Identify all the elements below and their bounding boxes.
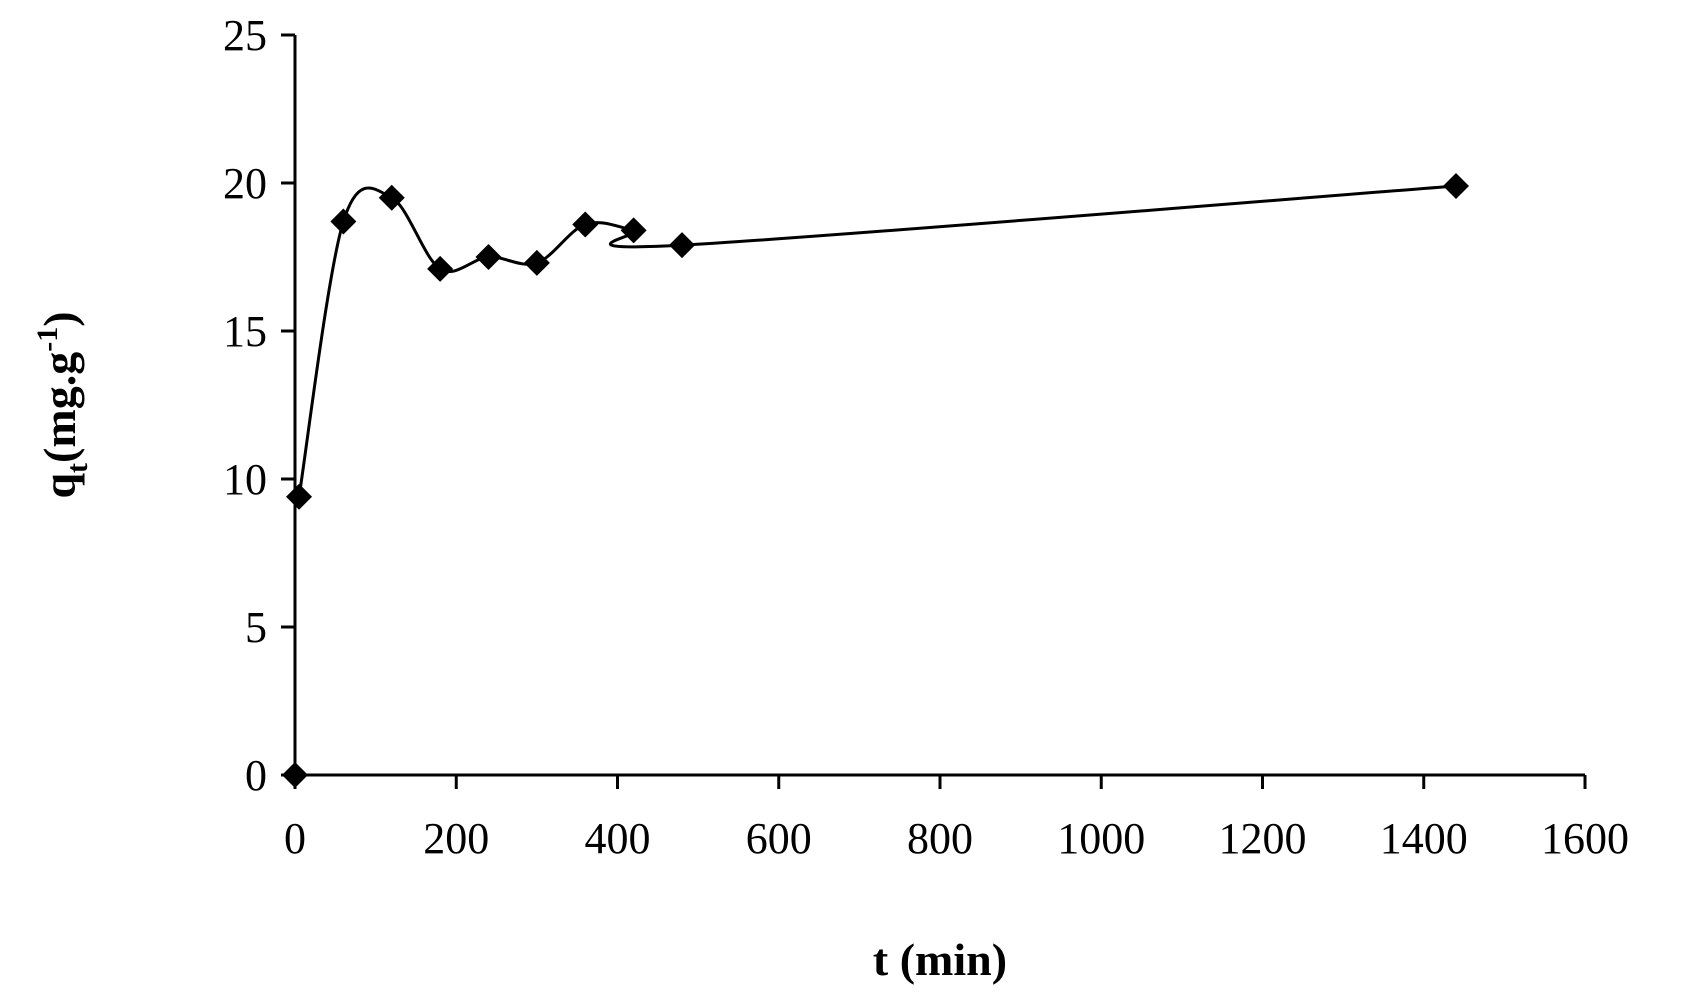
x-tick-label: 600: [746, 814, 812, 863]
y-tick-label: 15: [223, 307, 267, 356]
data-point-marker: [475, 244, 502, 270]
y-tick-label: 25: [223, 11, 267, 60]
x-axis-title: t (min): [873, 934, 1007, 985]
y-tick-label: 20: [223, 159, 267, 208]
ticks: 0 5 10 15 20 25 0 200 400 600 800 1000 1200 1400 1600: [223, 11, 1629, 863]
y-tick-label: 5: [245, 603, 267, 652]
data-point-marker: [282, 762, 308, 788]
y-tick-label: 10: [223, 455, 267, 504]
data-point-marker: [523, 249, 550, 276]
y-axis-title-base: q: [34, 473, 85, 499]
x-tick-label: 1400: [1380, 814, 1468, 863]
y-axis-title-unit-close: ): [34, 311, 85, 326]
data-point-marker: [330, 208, 357, 235]
x-tick-label: 1600: [1541, 814, 1629, 863]
y-axis-title-superscript: -1: [31, 327, 64, 352]
data-point-marker: [1443, 172, 1469, 199]
data-point-marker: [427, 255, 454, 282]
data-point-marker: [669, 232, 695, 259]
y-axis-title-subscript: t: [61, 463, 94, 473]
x-tick-label: 400: [585, 814, 651, 863]
y-axis-title: qt(mg.g-1): [31, 311, 94, 498]
y-axis-title-unit: (mg.g: [34, 352, 85, 463]
series-line: [297, 184, 1457, 497]
x-tick-label: 1200: [1219, 814, 1307, 863]
x-tick-label: 0: [284, 814, 306, 863]
axis-titles: t (min) qt(mg.g-1): [31, 311, 1007, 985]
axes: [293, 35, 1585, 777]
data-point-marker: [378, 184, 405, 211]
x-tick-label: 1000: [1057, 814, 1145, 863]
y-tick-label: 0: [245, 751, 267, 800]
data-point-marker: [620, 217, 647, 244]
data-point-marker: [286, 483, 313, 510]
data-point-marker: [572, 211, 599, 238]
x-tick-label: 800: [907, 814, 973, 863]
x-tick-label: 200: [423, 814, 489, 863]
series: [282, 172, 1469, 788]
